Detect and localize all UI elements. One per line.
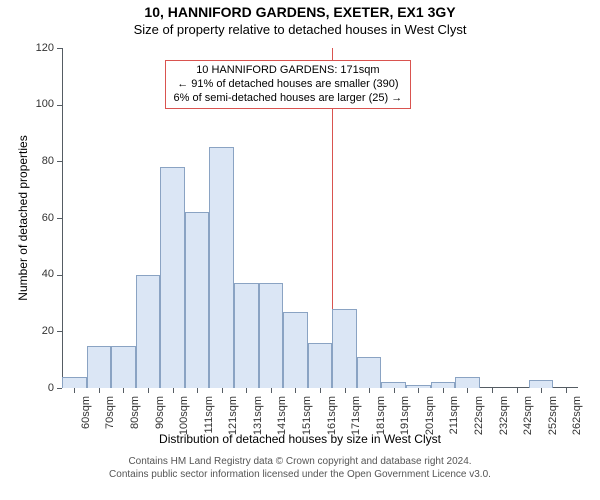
x-tick-label: 111sqm xyxy=(203,396,215,456)
histogram-bar xyxy=(455,377,480,388)
x-tick-mark xyxy=(173,388,174,393)
x-tick-mark xyxy=(566,388,567,393)
chart-title-line1: 10, HANNIFORD GARDENS, EXETER, EX1 3GY xyxy=(0,4,600,20)
attribution-line-1: Contains HM Land Registry data © Crown c… xyxy=(0,456,600,469)
x-tick-mark xyxy=(418,388,419,393)
x-tick-label: 70sqm xyxy=(104,396,116,456)
x-tick-mark xyxy=(74,388,75,393)
histogram-bar xyxy=(160,167,185,388)
histogram-bar xyxy=(185,212,210,388)
histogram-bar xyxy=(283,312,308,389)
histogram-bar xyxy=(529,380,554,389)
x-tick-label: 60sqm xyxy=(80,396,92,456)
y-tick-mark xyxy=(57,48,62,49)
x-tick-mark xyxy=(443,388,444,393)
histogram-bar xyxy=(209,147,234,388)
annotation-line-2: ← 91% of detached houses are smaller (39… xyxy=(174,78,403,92)
histogram-bar xyxy=(332,309,357,388)
x-tick-label: 141sqm xyxy=(276,396,288,456)
x-tick-mark xyxy=(369,388,370,393)
histogram-bar xyxy=(259,283,284,388)
x-tick-label: 131sqm xyxy=(252,396,264,456)
y-axis-line xyxy=(62,48,63,388)
attribution-footer: Contains HM Land Registry data © Crown c… xyxy=(0,456,600,481)
x-tick-mark xyxy=(123,388,124,393)
histogram-bar xyxy=(234,283,259,388)
x-tick-mark xyxy=(320,388,321,393)
x-tick-label: 242sqm xyxy=(522,396,534,456)
x-tick-mark xyxy=(517,388,518,393)
x-tick-mark xyxy=(197,388,198,393)
histogram-bar xyxy=(87,346,112,389)
annotation-line-3: 6% of semi-detached houses are larger (2… xyxy=(174,92,403,106)
annotation-line-1: 10 HANNIFORD GARDENS: 171sqm xyxy=(174,64,403,78)
y-tick-mark xyxy=(57,218,62,219)
x-tick-label: 222sqm xyxy=(473,396,485,456)
x-tick-label: 201sqm xyxy=(424,396,436,456)
x-tick-label: 161sqm xyxy=(326,396,338,456)
x-tick-label: 211sqm xyxy=(448,396,460,456)
y-tick-mark xyxy=(57,275,62,276)
x-tick-label: 252sqm xyxy=(547,396,559,456)
histogram-bar xyxy=(136,275,161,388)
y-axis-label: Number of detached properties xyxy=(16,48,30,388)
attribution-line-2: Contains public sector information licen… xyxy=(0,469,600,482)
x-axis-label: Distribution of detached houses by size … xyxy=(0,432,600,446)
annotation-box: 10 HANNIFORD GARDENS: 171sqm ← 91% of de… xyxy=(165,60,412,109)
histogram-bar xyxy=(357,357,382,388)
x-tick-label: 171sqm xyxy=(350,396,362,456)
x-tick-mark xyxy=(541,388,542,393)
x-tick-label: 80sqm xyxy=(129,396,141,456)
x-tick-mark xyxy=(345,388,346,393)
x-tick-mark xyxy=(246,388,247,393)
x-tick-mark xyxy=(99,388,100,393)
histogram-bar xyxy=(111,346,136,389)
histogram-bar xyxy=(62,377,87,388)
histogram-bar xyxy=(308,343,333,388)
x-tick-mark xyxy=(394,388,395,393)
x-tick-mark xyxy=(148,388,149,393)
x-tick-label: 90sqm xyxy=(154,396,166,456)
x-tick-mark xyxy=(492,388,493,393)
x-tick-mark xyxy=(222,388,223,393)
x-tick-label: 121sqm xyxy=(227,396,239,456)
chart-title-line2: Size of property relative to detached ho… xyxy=(0,22,600,37)
x-tick-label: 232sqm xyxy=(498,396,510,456)
x-tick-label: 191sqm xyxy=(399,396,411,456)
y-tick-mark xyxy=(57,388,62,389)
x-tick-label: 262sqm xyxy=(571,396,583,456)
y-tick-mark xyxy=(57,331,62,332)
x-tick-mark xyxy=(295,388,296,393)
x-tick-label: 181sqm xyxy=(375,396,387,456)
y-tick-mark xyxy=(57,161,62,162)
x-tick-label: 151sqm xyxy=(301,396,313,456)
x-tick-mark xyxy=(467,388,468,393)
x-tick-label: 100sqm xyxy=(178,396,190,456)
chart-container: 10, HANNIFORD GARDENS, EXETER, EX1 3GY S… xyxy=(0,0,600,500)
y-tick-mark xyxy=(57,105,62,106)
x-tick-mark xyxy=(271,388,272,393)
plot-area: 10 HANNIFORD GARDENS: 171sqm ← 91% of de… xyxy=(62,48,578,388)
